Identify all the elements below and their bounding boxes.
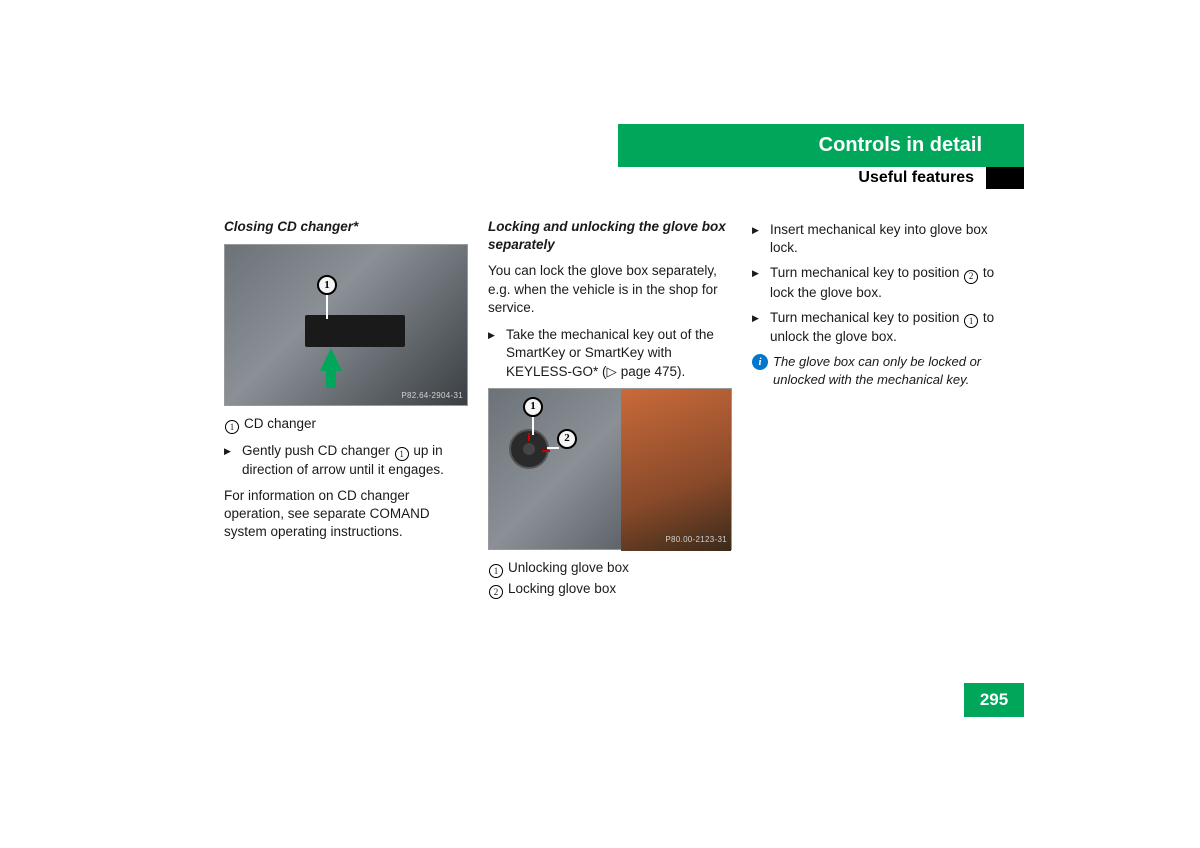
col3-bullet-1: Insert mechanical key into glove box loc…	[752, 221, 996, 257]
info-note: i The glove box can only be locked or un…	[752, 353, 996, 388]
col2-para1: You can lock the glove box separately, e…	[488, 262, 732, 317]
section-subtitle: Useful features	[618, 169, 980, 187]
col2-bullet-1: Take the mechanical key out of the Smart…	[488, 326, 732, 381]
figure-glove-box-lock: 1 2 P80.00-2123-31	[488, 388, 732, 550]
section-title: Controls in detail	[819, 134, 982, 157]
content-area: Closing CD changer* 1 P82.64-2904-31 1 C…	[224, 218, 1004, 601]
col3-bullet-2: Turn mechanical key to position 2 to loc…	[752, 264, 996, 301]
legend-1: 1 Unlocking glove box	[488, 559, 732, 578]
info-icon: i	[752, 354, 768, 370]
legend-1: 1 CD changer	[224, 415, 468, 434]
callout-1: 1	[317, 275, 337, 295]
header-black-tab	[986, 167, 1024, 189]
page-number: 295	[964, 683, 1024, 717]
col1-bullet-1: Gently push CD changer 1 up in direc­tio…	[224, 442, 468, 479]
column-3: Insert mechanical key into glove box loc…	[752, 218, 996, 601]
triangle-bullet-icon	[488, 326, 506, 381]
col1-heading: Closing CD changer*	[224, 218, 468, 236]
figure-cd-changer: 1 P82.64-2904-31	[224, 244, 468, 406]
triangle-bullet-icon	[224, 442, 242, 479]
legend-2: 2 Locking glove box	[488, 580, 732, 599]
callout-2: 2	[557, 429, 577, 449]
column-2: Locking and unlocking the glove box sepa…	[488, 218, 732, 601]
callout-1: 1	[523, 397, 543, 417]
triangle-bullet-icon	[752, 309, 770, 346]
triangle-bullet-icon	[752, 221, 770, 257]
header-bar: Controls in detail	[618, 124, 1024, 167]
triangle-bullet-icon	[752, 264, 770, 301]
col2-heading: Locking and unlocking the glove box sepa…	[488, 218, 732, 254]
figure-label-1: P82.64-2904-31	[401, 391, 463, 402]
figure-label-2: P80.00-2123-31	[665, 535, 727, 546]
column-1: Closing CD changer* 1 P82.64-2904-31 1 C…	[224, 218, 468, 601]
col3-bullet-3: Turn mechanical key to position 1 to unl…	[752, 309, 996, 346]
col1-para: For information on CD changer operation,…	[224, 487, 468, 542]
